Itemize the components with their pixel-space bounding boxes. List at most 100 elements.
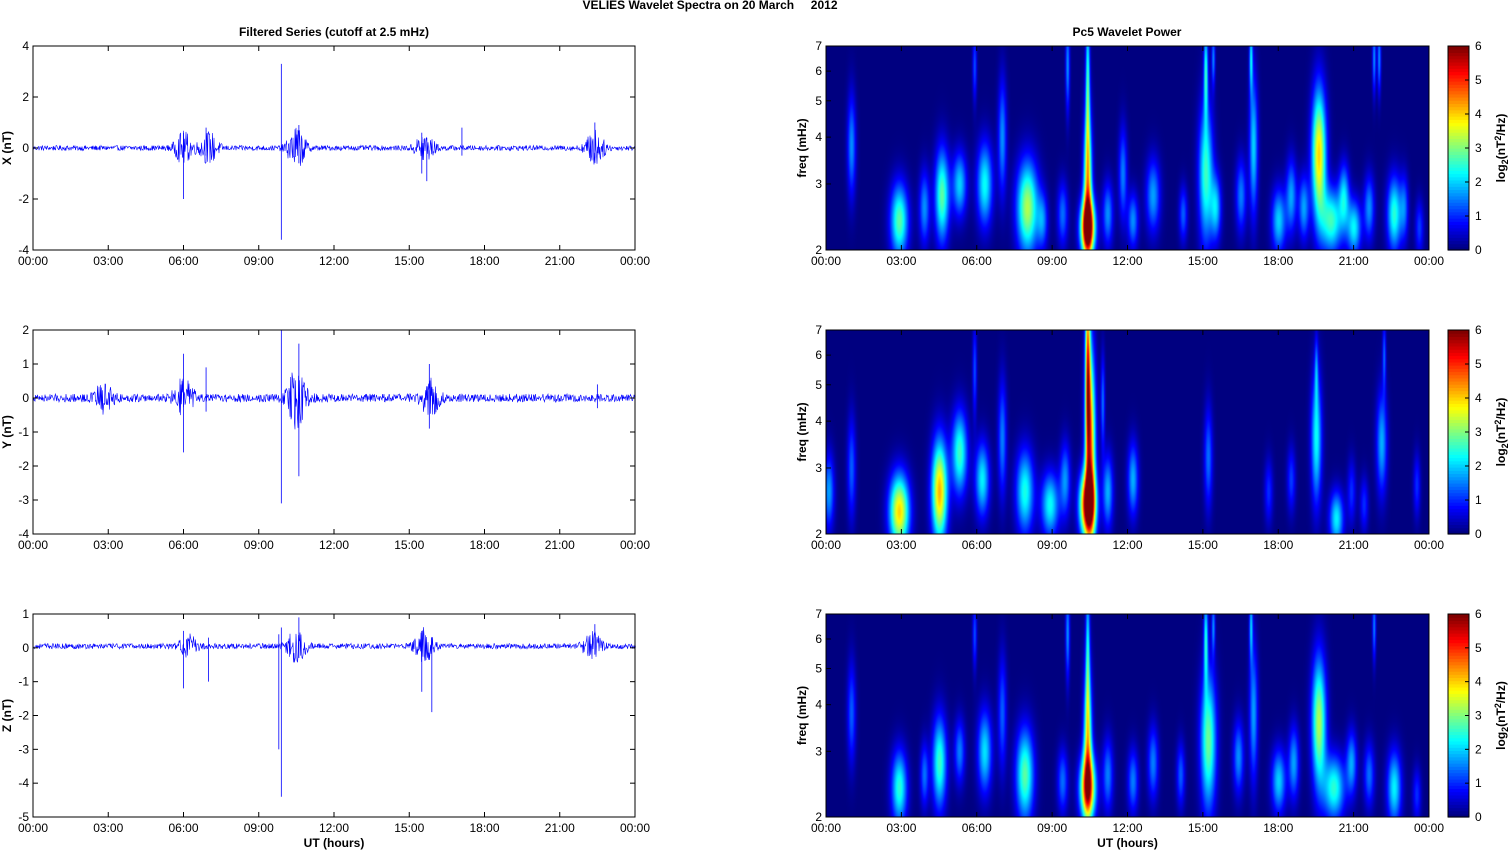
colorbar-swatch <box>1448 412 1469 417</box>
colorbar-swatch <box>1448 686 1469 691</box>
colorbar-label-part: log <box>1494 732 1508 750</box>
colorbar-swatch <box>1448 782 1469 786</box>
colorbar-swatch <box>1448 813 1469 818</box>
colorbar-tick-label: 2 <box>1475 175 1482 189</box>
wavelet-x-tick-label: 09:00 <box>1037 538 1067 552</box>
colorbar-swatch <box>1448 530 1469 535</box>
colorbar-swatch <box>1448 629 1469 634</box>
wavelet-x-tick-label: 06:00 <box>962 538 992 552</box>
colorbar-tick-label: 0 <box>1475 527 1482 541</box>
colorbar-swatch <box>1448 759 1469 764</box>
series-panel-2: -4 -3 -2 -1 0 1 2 00:00 03:00 06:00 09:00 12:00 15:0… <box>0 323 650 552</box>
wavelet-y-tick-label: 5 <box>815 662 822 676</box>
series-y-tick-label: 4 <box>22 39 29 53</box>
colorbar-swatch <box>1448 470 1469 475</box>
wavelet-x-tick-label: 06:00 <box>962 254 992 268</box>
colorbar-label-part: /Hz) <box>1494 114 1508 136</box>
colorbar-swatch <box>1448 138 1469 143</box>
series-y-tick-label: 0 <box>22 141 29 155</box>
wavelet-x-tick-label: 00:00 <box>811 821 841 835</box>
series-x-tick-label: 15:00 <box>394 254 424 268</box>
colorbar-swatch <box>1448 122 1469 127</box>
colorbar-swatch <box>1448 61 1469 66</box>
colorbar-swatch <box>1448 797 1469 802</box>
colorbar-swatch <box>1448 205 1469 210</box>
colorbar-swatch <box>1448 444 1469 449</box>
colorbar-swatch <box>1448 132 1469 136</box>
colorbar-swatch <box>1448 778 1469 783</box>
colorbar-swatch <box>1448 400 1469 404</box>
series-y-tick-label: -2 <box>18 192 29 206</box>
colorbar-swatch <box>1448 97 1469 101</box>
colorbar-tick-label: 5 <box>1475 357 1482 371</box>
colorbar-swatch <box>1448 775 1469 780</box>
wavelet-x-tick-label: 03:00 <box>886 538 916 552</box>
series-y-tick-label: 1 <box>22 607 29 621</box>
colorbar-swatch <box>1448 718 1469 723</box>
colorbar-swatch <box>1448 725 1469 729</box>
series-y-tick-label: -3 <box>18 493 29 507</box>
wavelet-x-tick-label: 12:00 <box>1112 254 1142 268</box>
colorbar-swatch <box>1448 71 1469 76</box>
colorbar-swatch <box>1448 521 1469 526</box>
colorbar-swatch <box>1448 518 1469 522</box>
wavelet-x-tick-label: 00:00 <box>1414 254 1444 268</box>
colorbar-swatch <box>1448 457 1469 462</box>
colorbar-swatch <box>1448 702 1469 707</box>
series-x-tick-label: 18:00 <box>469 254 499 268</box>
colorbar-swatch <box>1448 667 1469 672</box>
wavelet-y-tick-label: 6 <box>815 64 822 78</box>
series-axes-frame <box>32 329 636 535</box>
colorbar-swatch <box>1448 116 1469 120</box>
colorbar-swatch <box>1448 648 1469 653</box>
wavelet-y-tick-label: 4 <box>815 414 822 428</box>
wavelet-x-tick-label: 06:00 <box>962 821 992 835</box>
series-x-tick-label: 15:00 <box>394 821 424 835</box>
series-x-tick-label: 00:00 <box>18 538 48 552</box>
colorbar-swatch <box>1448 463 1469 468</box>
colorbar-swatch <box>1448 396 1469 401</box>
colorbar-swatch <box>1448 192 1469 197</box>
colorbar-swatch <box>1448 807 1469 812</box>
series-panel-1: -4 -2 0 2 4 00:00 03:00 06:00 09:00 12:00 15:00 18:… <box>0 39 650 268</box>
series-y-tick-label: 0 <box>22 391 29 405</box>
colorbar-swatch <box>1448 652 1469 656</box>
wavelet-x-tick-label: 03:00 <box>886 821 916 835</box>
colorbar-swatch <box>1448 441 1469 446</box>
series-x-tick-label: 12:00 <box>319 821 349 835</box>
wavelet-x-tick-label: 00:00 <box>811 254 841 268</box>
colorbar-swatch <box>1448 58 1469 63</box>
series-y-tick-label: -4 <box>18 243 29 257</box>
colorbar-swatch <box>1448 709 1469 713</box>
series-x-tick-label: 09:00 <box>244 821 274 835</box>
wavelet-x-tick-label: 18:00 <box>1263 538 1293 552</box>
colorbar-label-part: 2 <box>1493 703 1503 708</box>
series-x-tick-label: 00:00 <box>18 821 48 835</box>
colorbar-swatch <box>1448 68 1469 73</box>
series-x-tick-label: 15:00 <box>394 538 424 552</box>
colorbar-swatch <box>1448 664 1469 669</box>
colorbar-label-part: 2 <box>1500 443 1510 448</box>
colorbar-swatch <box>1448 154 1469 159</box>
colorbar-swatch <box>1448 763 1469 767</box>
colorbar-swatch <box>1448 514 1469 519</box>
colorbar-swatch <box>1448 794 1469 799</box>
wavelet-y-tick-label: 7 <box>815 607 822 621</box>
colorbar-swatch <box>1448 505 1469 510</box>
colorbar-swatch <box>1448 112 1469 117</box>
colorbar-swatch <box>1448 230 1469 235</box>
colorbar-tick-label: 1 <box>1475 493 1482 507</box>
wavelet-x-tick-label: 18:00 <box>1263 254 1293 268</box>
colorbar-swatch <box>1448 511 1469 516</box>
colorbar-swatch <box>1448 355 1469 360</box>
left-column-title: Filtered Series (cutoff at 2.5 mHz) <box>239 25 429 39</box>
colorbar-swatch <box>1448 208 1469 213</box>
colorbar-swatch <box>1448 240 1469 245</box>
colorbar-swatch <box>1448 498 1469 503</box>
colorbar-swatch <box>1448 186 1469 191</box>
colorbar-swatch <box>1448 100 1469 104</box>
colorbar-swatch <box>1448 737 1469 742</box>
colorbar-swatch <box>1448 428 1469 433</box>
